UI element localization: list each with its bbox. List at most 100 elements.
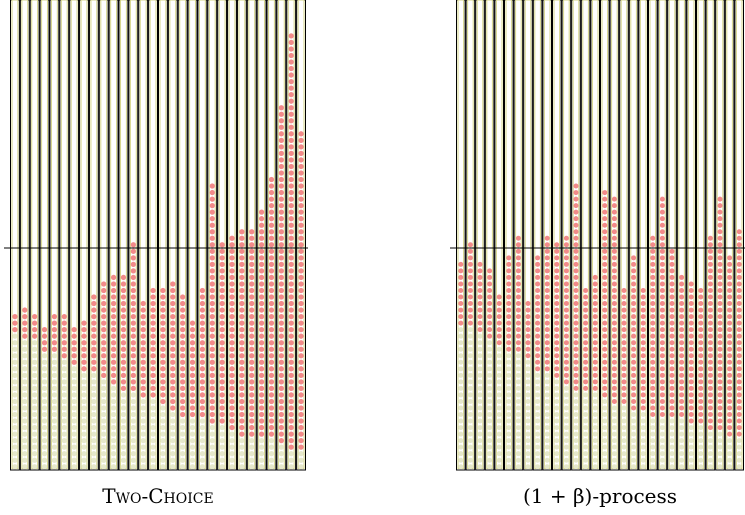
ball <box>650 392 656 398</box>
ball <box>467 320 473 326</box>
bin <box>148 0 158 471</box>
ball <box>140 424 146 431</box>
ball <box>669 307 675 313</box>
ball <box>554 261 560 267</box>
ball <box>477 353 483 359</box>
ball <box>91 451 97 457</box>
ball <box>199 392 206 398</box>
ball <box>515 327 521 333</box>
ball <box>525 353 531 359</box>
ball <box>727 405 733 411</box>
ball-stack <box>592 274 598 391</box>
ball <box>258 268 265 274</box>
ball <box>278 255 284 261</box>
ball <box>298 437 304 444</box>
ball <box>101 366 107 372</box>
ball <box>659 385 665 391</box>
ball <box>659 327 665 333</box>
ball <box>140 464 146 470</box>
ball <box>544 320 550 326</box>
ball <box>180 418 186 424</box>
ball <box>209 379 215 385</box>
ball <box>209 372 215 378</box>
ball <box>554 307 560 313</box>
ball <box>249 307 255 313</box>
ball <box>727 359 733 365</box>
ball <box>487 457 493 463</box>
ball <box>298 366 304 372</box>
ball <box>544 405 550 411</box>
ball <box>487 451 493 457</box>
ball <box>506 385 512 391</box>
ball <box>81 392 87 398</box>
ball <box>130 300 136 307</box>
ball <box>170 437 176 444</box>
ball <box>467 398 473 404</box>
ball <box>544 359 550 365</box>
ball <box>583 398 589 404</box>
ball <box>583 301 589 307</box>
ball <box>120 437 127 444</box>
bin <box>88 0 99 471</box>
ball <box>298 359 304 365</box>
ball <box>12 333 18 339</box>
bin <box>158 0 168 471</box>
ball <box>199 333 206 339</box>
ball <box>41 392 48 398</box>
ball <box>41 405 48 411</box>
ball-stack <box>258 209 265 437</box>
ball <box>180 411 186 418</box>
ball <box>717 327 723 333</box>
ball <box>249 385 255 392</box>
ball <box>631 379 637 385</box>
ball <box>229 255 235 261</box>
ball <box>554 412 560 418</box>
ball <box>140 405 146 411</box>
ball <box>602 438 608 444</box>
ball <box>288 52 294 59</box>
ball <box>650 451 656 457</box>
ball <box>477 346 483 352</box>
ball <box>249 274 255 281</box>
ball <box>535 379 541 385</box>
ball <box>458 274 464 280</box>
ball <box>535 307 541 313</box>
ball <box>602 190 608 196</box>
ball <box>278 366 284 372</box>
ball <box>717 359 723 365</box>
ball <box>61 457 67 463</box>
ball <box>229 300 235 307</box>
ball <box>621 346 627 352</box>
ball <box>22 346 28 352</box>
ball <box>101 437 107 444</box>
ball <box>717 385 723 391</box>
ball <box>563 301 569 307</box>
ball <box>525 372 531 378</box>
ball <box>698 372 704 378</box>
ball <box>130 340 136 346</box>
ball <box>583 307 589 313</box>
ball <box>288 366 294 372</box>
ball-stack <box>189 418 196 470</box>
ball <box>229 281 235 287</box>
ball <box>535 398 541 404</box>
ball <box>278 385 284 392</box>
ball-stack <box>727 438 733 470</box>
ball <box>611 444 617 450</box>
ball <box>101 327 107 333</box>
ball <box>110 398 117 405</box>
ball-stack <box>71 327 77 365</box>
ball <box>506 392 512 398</box>
ball <box>506 372 512 378</box>
ball <box>515 385 521 391</box>
ball <box>41 411 48 418</box>
ball <box>621 340 627 346</box>
ball <box>298 131 304 137</box>
ball <box>669 405 675 411</box>
ball <box>150 353 156 359</box>
ball <box>81 398 87 405</box>
ball <box>573 222 579 228</box>
ball <box>544 248 550 254</box>
ball <box>669 398 675 404</box>
ball <box>487 340 493 346</box>
